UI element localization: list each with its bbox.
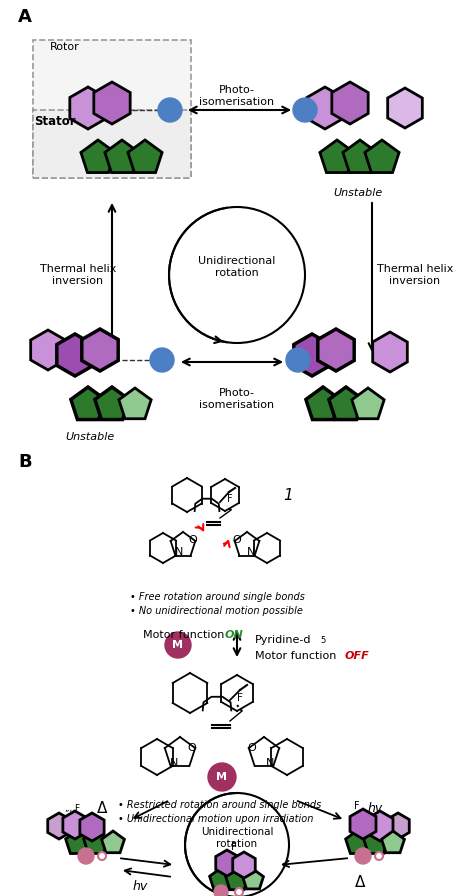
Polygon shape bbox=[306, 387, 340, 419]
Text: Unidirectional
rotation: Unidirectional rotation bbox=[198, 256, 276, 278]
Polygon shape bbox=[307, 87, 343, 129]
Polygon shape bbox=[243, 869, 264, 889]
Polygon shape bbox=[95, 387, 129, 419]
Text: hv: hv bbox=[132, 880, 147, 892]
Text: O: O bbox=[188, 743, 196, 753]
Polygon shape bbox=[80, 813, 104, 841]
Text: Motor function: Motor function bbox=[255, 651, 340, 661]
Polygon shape bbox=[318, 329, 354, 371]
Polygon shape bbox=[57, 334, 93, 376]
Circle shape bbox=[375, 852, 383, 860]
Polygon shape bbox=[352, 388, 384, 418]
Polygon shape bbox=[365, 140, 399, 173]
Polygon shape bbox=[350, 809, 376, 839]
Text: M: M bbox=[217, 772, 228, 782]
Text: Unidirectional
rotation: Unidirectional rotation bbox=[201, 827, 273, 849]
Circle shape bbox=[235, 888, 243, 896]
Polygon shape bbox=[105, 140, 139, 173]
Text: OFF: OFF bbox=[345, 651, 370, 661]
Polygon shape bbox=[71, 387, 105, 419]
Text: O: O bbox=[189, 535, 197, 545]
Polygon shape bbox=[81, 140, 115, 173]
Text: • Free rotation around single bonds: • Free rotation around single bonds bbox=[130, 592, 305, 602]
Text: O: O bbox=[233, 535, 241, 545]
Polygon shape bbox=[70, 87, 106, 129]
Polygon shape bbox=[387, 813, 409, 839]
Text: Thermal helix
inversion: Thermal helix inversion bbox=[40, 264, 116, 286]
Polygon shape bbox=[94, 82, 130, 124]
Polygon shape bbox=[63, 811, 87, 839]
Circle shape bbox=[165, 632, 191, 658]
Text: B: B bbox=[18, 453, 32, 471]
Polygon shape bbox=[226, 868, 248, 890]
Text: Photo-
isomerisation: Photo- isomerisation bbox=[200, 85, 274, 107]
Text: Photo-
isomerisation: Photo- isomerisation bbox=[200, 388, 274, 409]
Text: N: N bbox=[175, 547, 183, 557]
Text: O: O bbox=[247, 743, 256, 753]
Circle shape bbox=[158, 98, 182, 122]
Polygon shape bbox=[216, 850, 238, 876]
Polygon shape bbox=[367, 811, 393, 841]
Text: N: N bbox=[266, 758, 274, 768]
Circle shape bbox=[355, 848, 371, 864]
Circle shape bbox=[78, 848, 94, 864]
Text: Unstable: Unstable bbox=[65, 432, 115, 442]
Polygon shape bbox=[128, 140, 162, 173]
Polygon shape bbox=[320, 140, 354, 173]
Circle shape bbox=[208, 763, 236, 791]
Text: 5: 5 bbox=[320, 635, 325, 644]
Polygon shape bbox=[82, 329, 118, 371]
Polygon shape bbox=[65, 830, 91, 854]
Text: • Unidirectional motion upon irradiation: • Unidirectional motion upon irradiation bbox=[118, 814, 313, 824]
Polygon shape bbox=[294, 334, 330, 376]
Text: Unstable: Unstable bbox=[333, 188, 383, 198]
Text: • No unidirectional motion possible: • No unidirectional motion possible bbox=[130, 606, 303, 616]
Polygon shape bbox=[233, 852, 255, 878]
Text: Δ: Δ bbox=[355, 874, 365, 890]
Polygon shape bbox=[31, 330, 65, 370]
Polygon shape bbox=[382, 831, 404, 853]
Text: F: F bbox=[227, 494, 233, 504]
Polygon shape bbox=[346, 830, 370, 854]
Text: • Restricted rotation around single bonds: • Restricted rotation around single bond… bbox=[118, 800, 321, 810]
Text: Motor function: Motor function bbox=[143, 630, 228, 640]
Polygon shape bbox=[332, 82, 368, 124]
Polygon shape bbox=[388, 88, 422, 128]
Text: N: N bbox=[247, 547, 255, 557]
Polygon shape bbox=[48, 813, 70, 839]
Text: M: M bbox=[173, 640, 183, 650]
Polygon shape bbox=[119, 388, 151, 418]
Text: A: A bbox=[18, 8, 32, 26]
Text: 1: 1 bbox=[283, 487, 293, 503]
Circle shape bbox=[150, 348, 174, 372]
Text: Δ: Δ bbox=[97, 800, 107, 815]
Circle shape bbox=[293, 98, 317, 122]
Text: Thermal helix
inversion: Thermal helix inversion bbox=[377, 264, 453, 286]
Text: F: F bbox=[231, 842, 237, 852]
Text: N: N bbox=[170, 758, 178, 768]
Text: F: F bbox=[354, 801, 360, 811]
Text: Pyridine-d: Pyridine-d bbox=[255, 635, 311, 645]
Text: F: F bbox=[237, 693, 243, 703]
Polygon shape bbox=[329, 387, 363, 419]
Polygon shape bbox=[364, 830, 388, 854]
Polygon shape bbox=[210, 868, 232, 890]
Polygon shape bbox=[101, 831, 124, 853]
Circle shape bbox=[286, 348, 310, 372]
Polygon shape bbox=[343, 140, 377, 173]
Text: Stator: Stator bbox=[34, 115, 76, 128]
Circle shape bbox=[214, 885, 228, 896]
FancyBboxPatch shape bbox=[33, 40, 191, 178]
Text: Rotor: Rotor bbox=[50, 42, 80, 52]
Text: ,,,,F: ,,,,F bbox=[64, 804, 80, 813]
FancyBboxPatch shape bbox=[33, 110, 191, 178]
Circle shape bbox=[98, 852, 106, 860]
Text: hv: hv bbox=[367, 802, 383, 814]
Text: ON: ON bbox=[225, 630, 244, 640]
Polygon shape bbox=[373, 332, 407, 372]
Polygon shape bbox=[83, 830, 109, 854]
